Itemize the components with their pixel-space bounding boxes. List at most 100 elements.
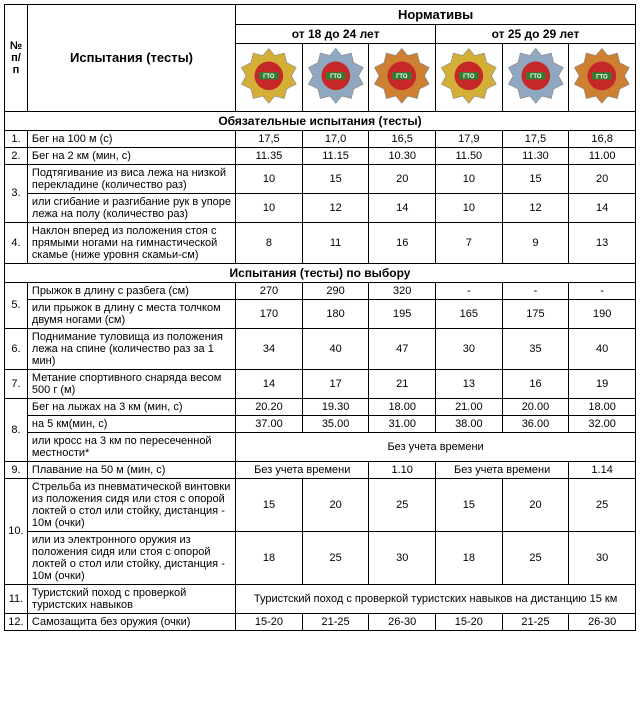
svg-text:ГТО: ГТО — [530, 74, 542, 80]
badge-silver-icon: ГТО — [302, 44, 369, 112]
badge-gold-icon: ГТО — [436, 44, 503, 112]
value-cell: - — [436, 282, 503, 299]
value-cell: 25 — [502, 531, 569, 584]
value-cell: 20 — [302, 478, 369, 531]
value-cell: 20.20 — [236, 398, 303, 415]
value-cell: 20.00 — [502, 398, 569, 415]
value-cell: 17,9 — [436, 130, 503, 147]
value-cell: 10.30 — [369, 147, 436, 164]
badge-gold-icon: ГТО — [236, 44, 303, 112]
value-cell: - — [502, 282, 569, 299]
value-cell: 16 — [502, 369, 569, 398]
test-name: Поднимание туловища из положения лежа на… — [27, 328, 235, 369]
value-cell: 1.10 — [369, 461, 436, 478]
col-normatives: Нормативы — [236, 5, 636, 25]
value-cell: 35 — [502, 328, 569, 369]
value-cell: 14 — [236, 369, 303, 398]
svg-text:ГТО: ГТО — [463, 74, 475, 80]
row-number: 8. — [5, 398, 28, 461]
row-number: 7. — [5, 369, 28, 398]
value-cell: 17,0 — [302, 130, 369, 147]
svg-text:ГТО: ГТО — [330, 74, 342, 80]
value-cell: 32.00 — [569, 415, 636, 432]
value-cell: 180 — [302, 299, 369, 328]
value-cell: 20 — [369, 164, 436, 193]
value-cell: Без учета времени — [436, 461, 569, 478]
col-tests: Испытания (тесты) — [27, 5, 235, 112]
value-cell: 170 — [236, 299, 303, 328]
row-number: 9. — [5, 461, 28, 478]
standards-table: № п/п Испытания (тесты) Нормативы от 18 … — [4, 4, 636, 631]
value-cell: 11 — [302, 222, 369, 263]
value-cell: 7 — [436, 222, 503, 263]
test-name: Бег на лыжах на 3 км (мин, с) — [27, 398, 235, 415]
value-cell: 19 — [569, 369, 636, 398]
value-cell: Без учета времени — [236, 461, 369, 478]
value-cell: 18.00 — [369, 398, 436, 415]
test-name: или кросс на 3 км по пересеченной местно… — [27, 432, 235, 461]
value-cell: 35.00 — [302, 415, 369, 432]
value-cell: 31.00 — [369, 415, 436, 432]
value-cell: 290 — [302, 282, 369, 299]
badge-bronze-icon: ГТО — [369, 44, 436, 112]
value-cell: 190 — [569, 299, 636, 328]
test-name: Наклон вперед из положения стоя с прямым… — [27, 222, 235, 263]
value-cell: 12 — [502, 193, 569, 222]
value-cell: 30 — [569, 531, 636, 584]
section-header: Обязательные испытания (тесты) — [5, 111, 636, 130]
value-cell: 47 — [369, 328, 436, 369]
value-cell: 15 — [436, 478, 503, 531]
value-cell: 16,5 — [369, 130, 436, 147]
age-25-29: от 25 до 29 лет — [436, 25, 636, 44]
test-name: Бег на 2 км (мин, с) — [27, 147, 235, 164]
value-cell: 165 — [436, 299, 503, 328]
test-name: Подтягивание из виса лежа на низкой пере… — [27, 164, 235, 193]
row-number: 1. — [5, 130, 28, 147]
badge-silver-icon: ГТО — [502, 44, 569, 112]
value-cell: 11.00 — [569, 147, 636, 164]
value-cell: 18 — [236, 531, 303, 584]
value-cell: 15 — [502, 164, 569, 193]
value-cell: 17 — [302, 369, 369, 398]
value-cell: 14 — [369, 193, 436, 222]
value-cell: 20 — [502, 478, 569, 531]
value-cell: 25 — [302, 531, 369, 584]
value-span: Туристский поход с проверкой туристских … — [236, 584, 636, 613]
value-cell: 10 — [436, 164, 503, 193]
age-18-24: от 18 до 24 лет — [236, 25, 436, 44]
value-cell: 15 — [302, 164, 369, 193]
row-number: 6. — [5, 328, 28, 369]
value-cell: 11.15 — [302, 147, 369, 164]
col-number: № п/п — [5, 5, 28, 112]
test-name: Метание спортивного снаряда весом 500 г … — [27, 369, 235, 398]
row-number: 4. — [5, 222, 28, 263]
value-cell: 320 — [369, 282, 436, 299]
value-cell: 15 — [236, 478, 303, 531]
value-cell: 270 — [236, 282, 303, 299]
value-cell: 25 — [569, 478, 636, 531]
value-cell: 38.00 — [436, 415, 503, 432]
svg-text:ГТО: ГТО — [396, 74, 408, 80]
value-cell: 18 — [436, 531, 503, 584]
value-cell: 34 — [236, 328, 303, 369]
test-name: Туристский поход с проверкой туристских … — [27, 584, 235, 613]
value-cell: 16 — [369, 222, 436, 263]
value-cell: 11.50 — [436, 147, 503, 164]
value-cell: 15-20 — [436, 613, 503, 630]
value-cell: 15-20 — [236, 613, 303, 630]
test-name: или прыжок в длину с места толчком двумя… — [27, 299, 235, 328]
test-name: Стрельба из пневматической винтовки из п… — [27, 478, 235, 531]
svg-text:ГТО: ГТО — [596, 74, 608, 80]
value-cell: 40 — [569, 328, 636, 369]
value-cell: 19.30 — [302, 398, 369, 415]
value-cell: 26-30 — [569, 613, 636, 630]
row-number: 2. — [5, 147, 28, 164]
value-cell: 9 — [502, 222, 569, 263]
value-span: Без учета времени — [236, 432, 636, 461]
value-cell: 25 — [369, 478, 436, 531]
value-cell: 18.00 — [569, 398, 636, 415]
value-cell: 30 — [369, 531, 436, 584]
section-header: Испытания (тесты) по выбору — [5, 263, 636, 282]
value-cell: 10 — [436, 193, 503, 222]
value-cell: 37.00 — [236, 415, 303, 432]
